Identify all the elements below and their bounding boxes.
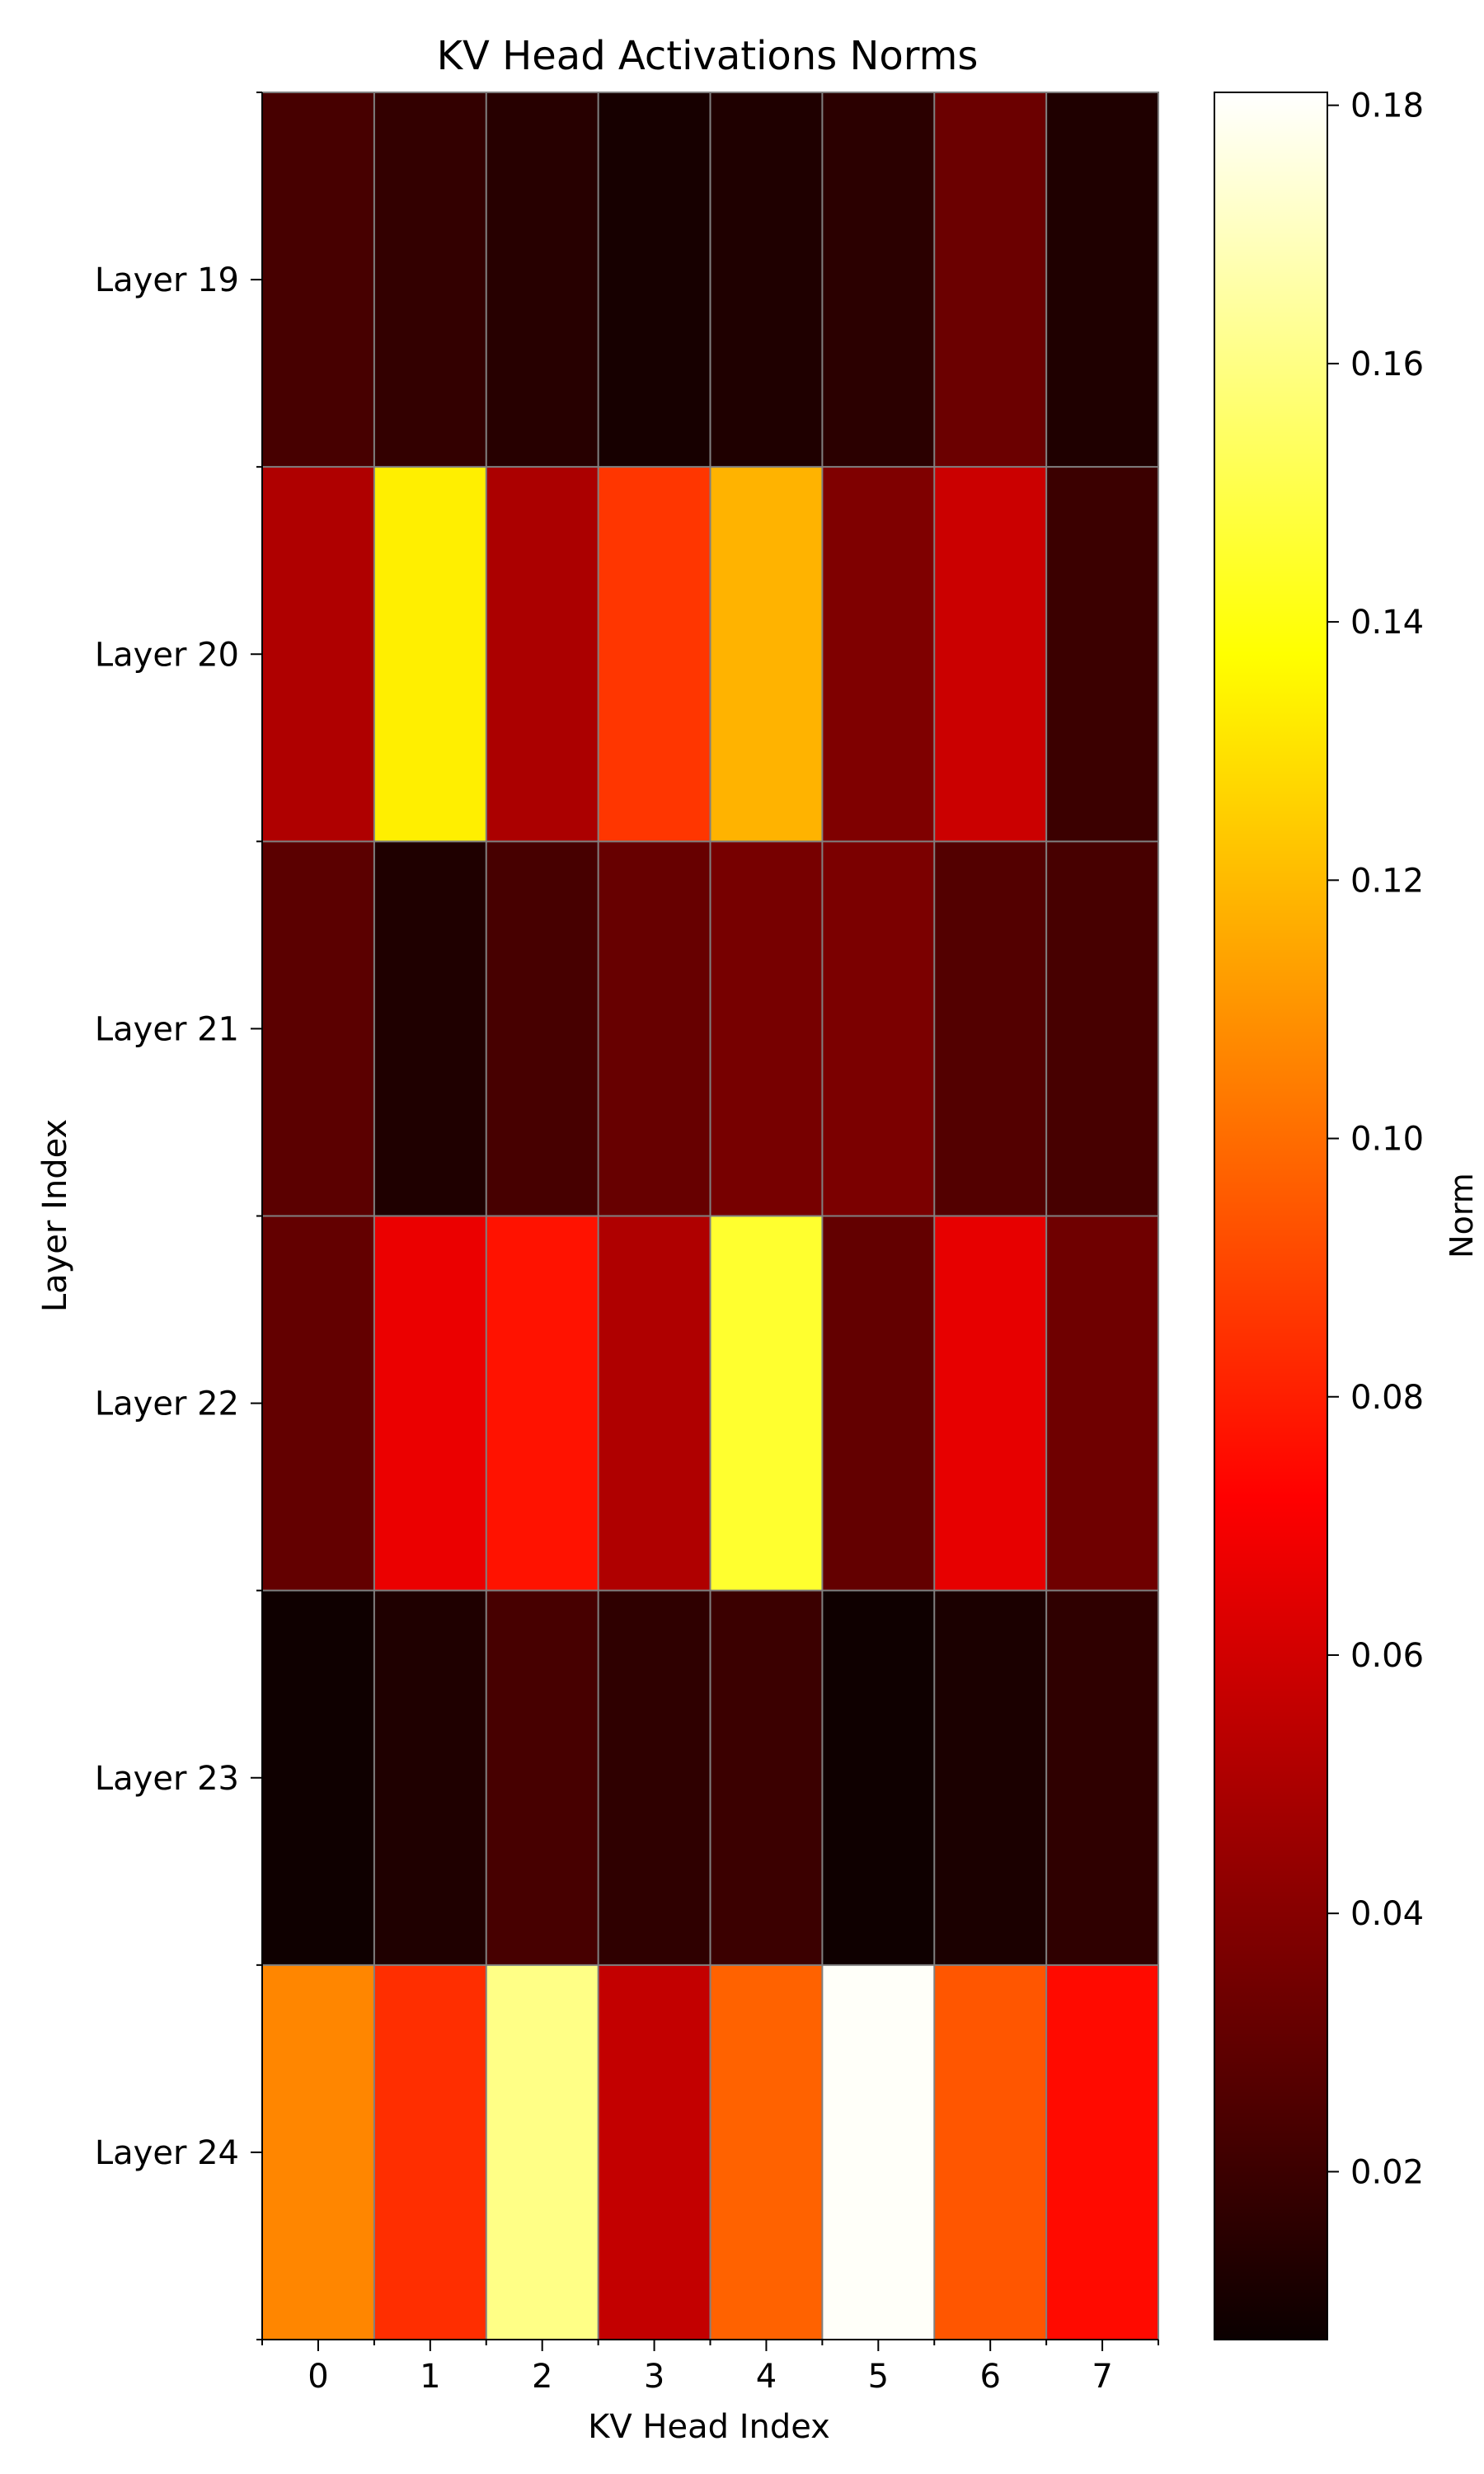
colorbar-tick-label: 0.08 xyxy=(1350,1379,1424,1417)
heatmap-cell xyxy=(486,841,599,1216)
grid-lines xyxy=(261,92,1159,2340)
heatmap-cell xyxy=(1046,1590,1158,1965)
heatmap-cell xyxy=(822,841,935,1216)
heatmap-cell xyxy=(822,1216,935,1591)
colorbar-tick-label: 0.14 xyxy=(1350,604,1424,642)
heatmap-cell xyxy=(262,1590,374,1965)
heatmap-cell xyxy=(1046,1964,1158,2340)
x-tick-label: 4 xyxy=(756,2358,777,2396)
colorbar-tick-label: 0.12 xyxy=(1350,862,1424,900)
heatmap-cell xyxy=(598,1590,711,1965)
x-tick-label: 2 xyxy=(532,2358,552,2396)
heatmap-cell xyxy=(822,467,935,842)
heatmap-cell xyxy=(598,1216,711,1591)
chart-title: KV Head Activations Norms xyxy=(437,33,979,79)
heatmap-cell xyxy=(710,841,823,1216)
heatmap-cell xyxy=(934,92,1047,468)
heatmap-cell xyxy=(373,467,486,842)
heatmap-cell xyxy=(710,1964,823,2340)
heatmap-cell xyxy=(373,841,486,1216)
heatmap-cell xyxy=(1046,467,1158,842)
x-tick-label: 3 xyxy=(644,2358,665,2396)
x-tick-label: 1 xyxy=(420,2358,440,2396)
heatmap-cell xyxy=(710,1216,823,1591)
y-tick-label: Layer 21 xyxy=(95,1010,239,1048)
y-tick-label: Layer 22 xyxy=(95,1385,239,1423)
heatmap-cell xyxy=(934,1964,1047,2340)
heatmap-cell xyxy=(710,92,823,468)
heatmap-cell xyxy=(262,841,374,1216)
heatmap-cell xyxy=(373,1964,486,2340)
x-tick-label: 7 xyxy=(1092,2358,1112,2396)
heatmap-cell xyxy=(934,1590,1047,1965)
heatmap-cell xyxy=(486,467,599,842)
heatmap-cell xyxy=(934,467,1047,842)
y-tick-label: Layer 20 xyxy=(95,636,239,674)
colorbar-label: Norm xyxy=(1444,1173,1480,1258)
heatmap-cell xyxy=(262,1216,374,1591)
heatmap-cell xyxy=(486,1216,599,1591)
heatmap-cell xyxy=(934,1216,1047,1591)
colorbar-tick-label: 0.06 xyxy=(1350,1637,1424,1675)
heatmap-cell xyxy=(710,1590,823,1965)
heatmap-cell xyxy=(822,1590,935,1965)
x-tick-label: 6 xyxy=(979,2358,1000,2396)
x-tick-label: 0 xyxy=(308,2358,328,2396)
y-axis-label: Layer Index xyxy=(36,1119,74,1312)
x-tick-label: 5 xyxy=(868,2358,889,2396)
heatmap-cell xyxy=(598,1964,711,2340)
heatmap-cell xyxy=(598,92,711,468)
heatmap-cell xyxy=(262,92,374,468)
heatmap-cell xyxy=(1046,92,1158,468)
y-tick-label: Layer 24 xyxy=(95,2134,239,2172)
heatmap-cell xyxy=(598,841,711,1216)
heatmap-cell xyxy=(262,1964,374,2340)
heatmap-cell xyxy=(486,92,599,468)
colorbar-tick-label: 0.02 xyxy=(1350,2153,1424,2191)
x-axis-label: KV Head Index xyxy=(588,2408,830,2446)
y-tick-label: Layer 19 xyxy=(95,261,239,299)
heatmap-cell xyxy=(373,92,486,468)
heatmap-cell xyxy=(598,467,711,842)
heatmap-cell xyxy=(486,1964,599,2340)
heatmap-cell xyxy=(262,467,374,842)
colorbar: 0.02 0.04 0.06 0.08 0.10 0.12 0.14 0.16 0.18 xyxy=(1214,87,1424,2340)
heatmap-cell xyxy=(710,467,823,842)
colorbar-tick-label: 0.16 xyxy=(1350,346,1424,383)
heatmap-cell xyxy=(934,841,1047,1216)
axes: 0 1 2 3 4 5 6 7 Layer 19 Layer 20 Layer 21 Layer 22… xyxy=(95,92,1159,2396)
heatmap-cell xyxy=(486,1590,599,1965)
colorbar-gradient xyxy=(1214,92,1328,2340)
heatmap-cell xyxy=(822,1964,935,2340)
colorbar-tick-label: 0.10 xyxy=(1350,1121,1424,1159)
y-tick-label: Layer 23 xyxy=(95,1760,239,1798)
heatmap-cells xyxy=(262,92,1158,2340)
heatmap-cell xyxy=(373,1590,486,1965)
heatmap-cell xyxy=(822,92,935,468)
colorbar-tick-label: 0.04 xyxy=(1350,1895,1424,1933)
heatmap-cell xyxy=(1046,1216,1158,1591)
heatmap-cell xyxy=(373,1216,486,1591)
heatmap-cell xyxy=(1046,841,1158,1216)
colorbar-tick-label: 0.18 xyxy=(1350,87,1424,125)
